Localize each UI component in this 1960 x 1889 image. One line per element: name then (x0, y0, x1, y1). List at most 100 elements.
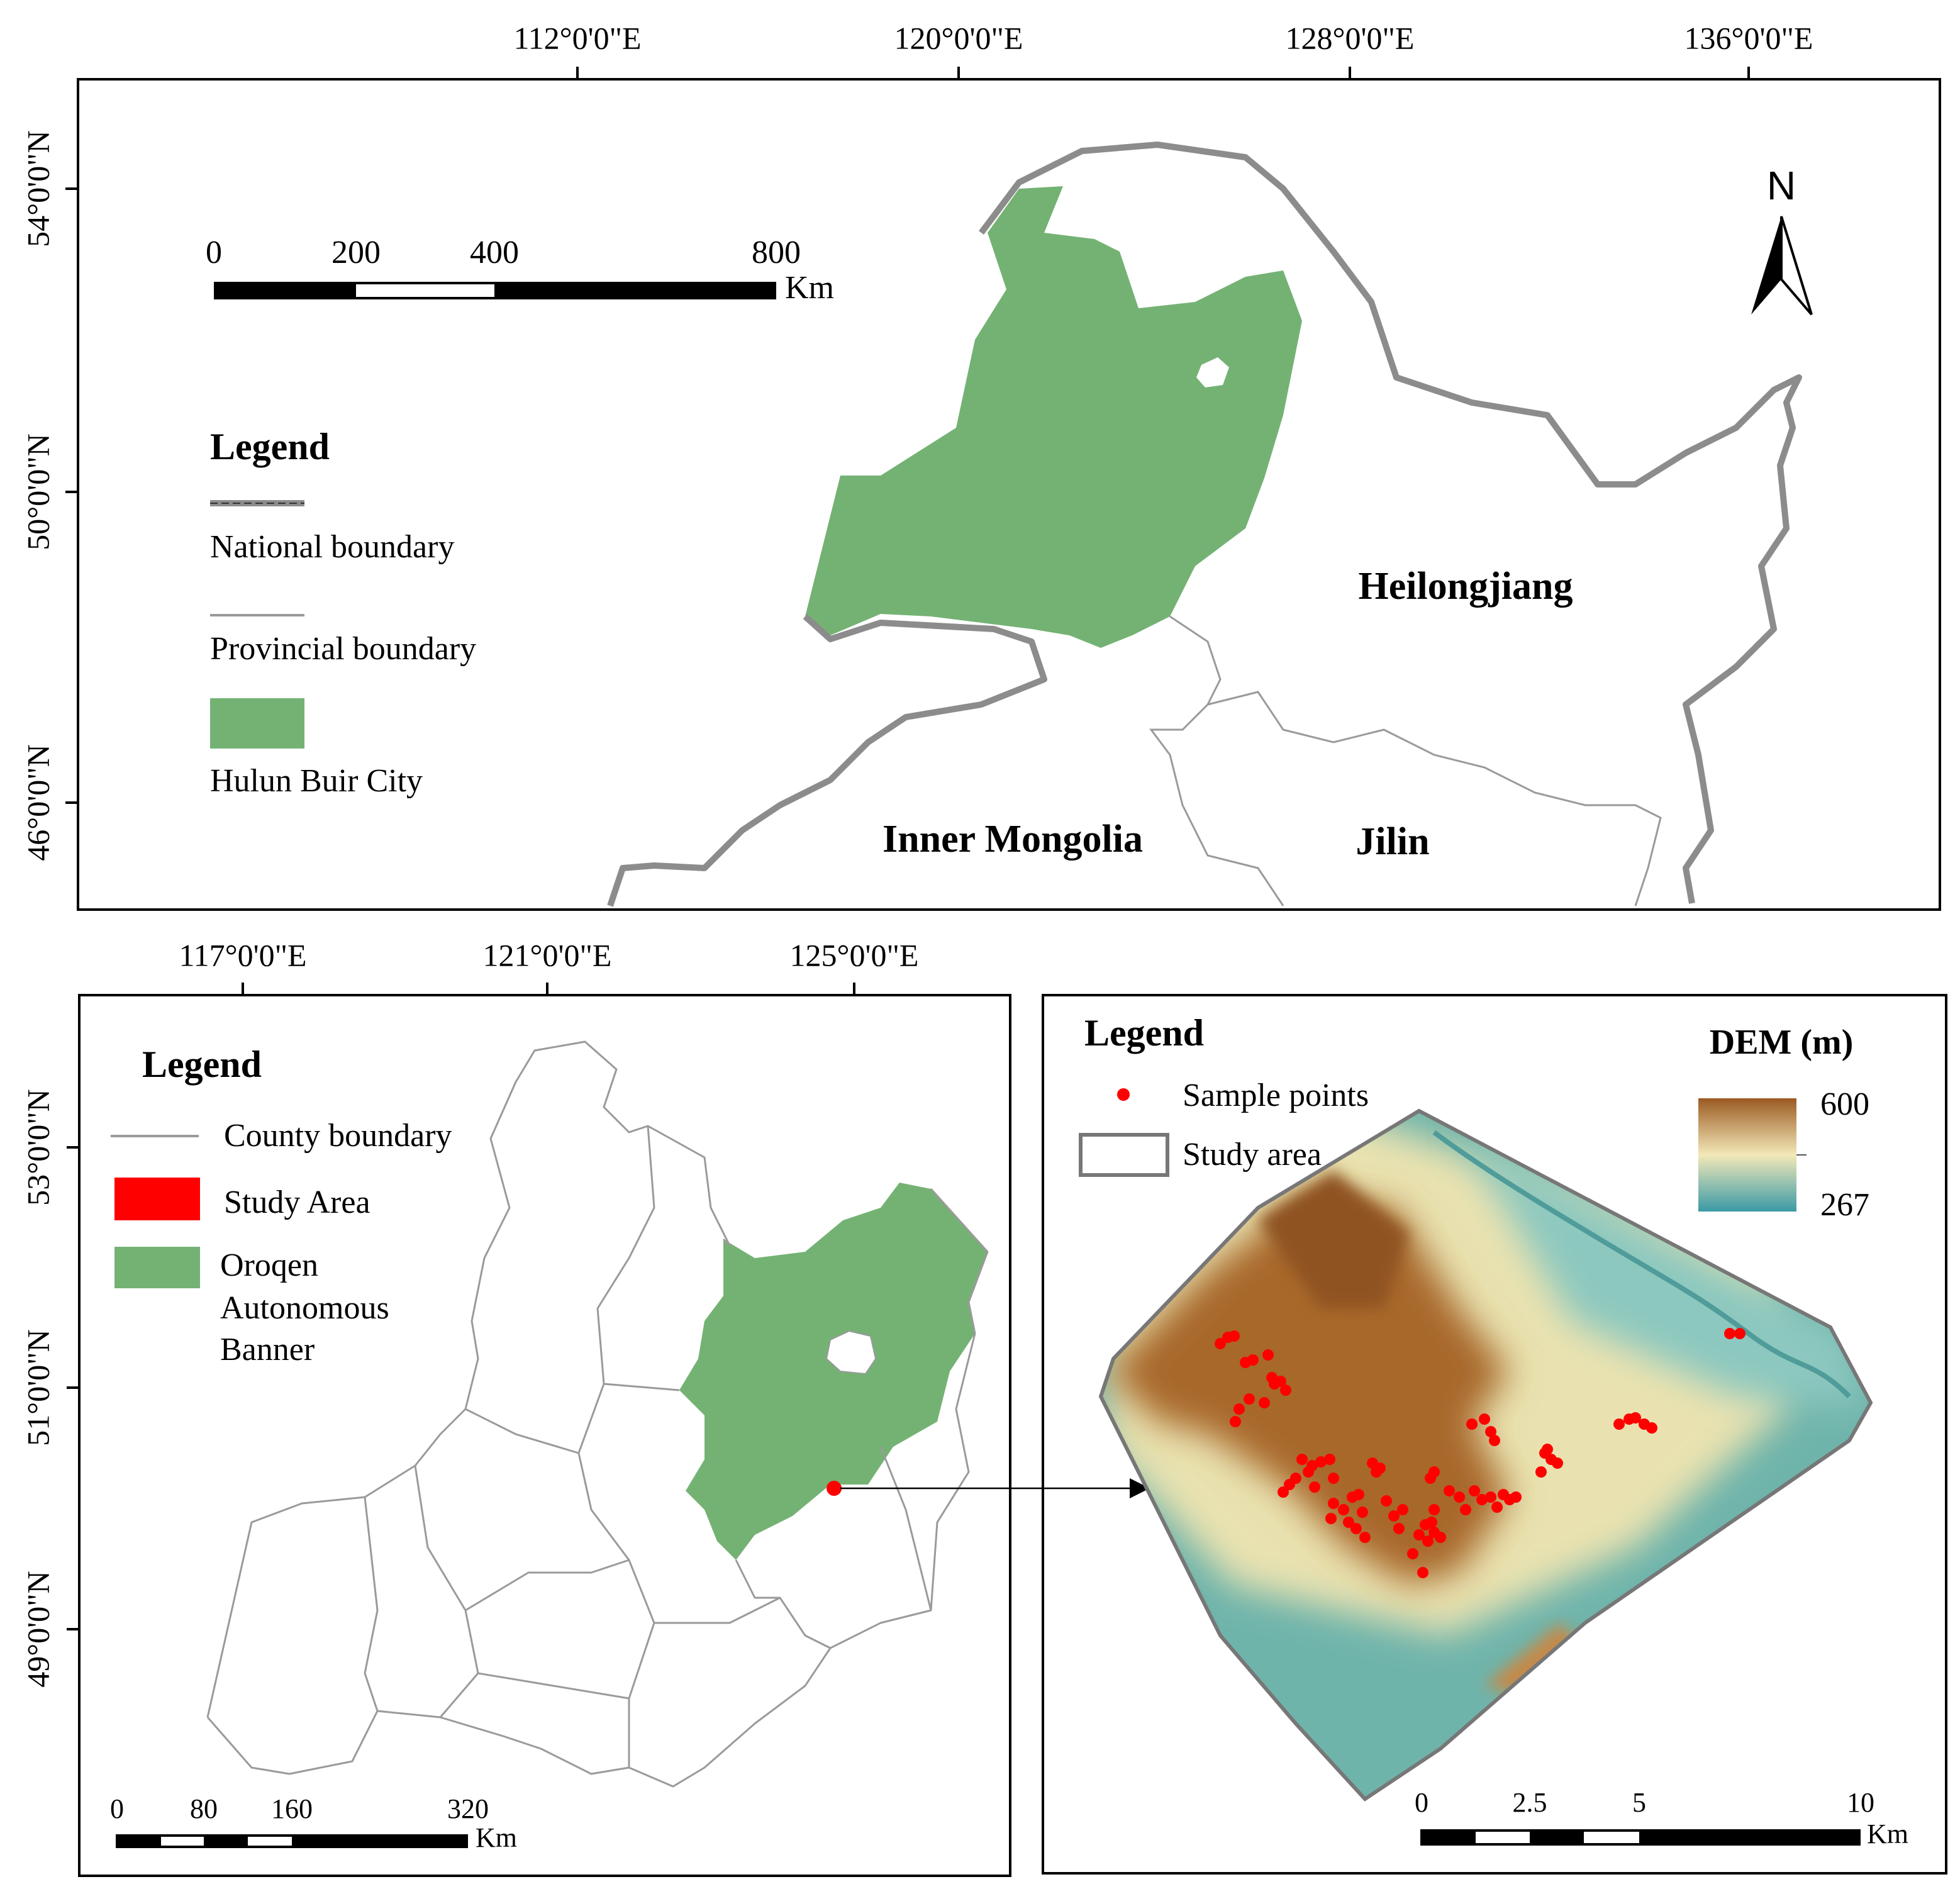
scale-bar-segment (1476, 1832, 1530, 1843)
hole (825, 1330, 877, 1375)
sample-point (1381, 1495, 1392, 1507)
sample-point (1413, 1529, 1425, 1541)
sample-point (1466, 1418, 1478, 1430)
dem-max: 600 (1820, 1086, 1869, 1122)
scale-bar-segment (248, 1837, 292, 1846)
legend-item: Sample points (1183, 1078, 1369, 1113)
map-frame (77, 78, 1941, 911)
sample-points (1215, 1328, 1746, 1578)
sample-point (1284, 1479, 1295, 1490)
lon-label: 136°0'0"E (1684, 20, 1813, 55)
dem-peak (1258, 1170, 1409, 1308)
sample-point (1328, 1498, 1339, 1509)
sample-point (1325, 1513, 1337, 1524)
sample-point (1393, 1523, 1405, 1534)
legend-item: Oroqen (220, 1247, 318, 1283)
legend-item: Provincial boundary (210, 631, 476, 667)
scale-label: 200 (331, 235, 381, 270)
scale-label: 800 (752, 235, 801, 270)
scale-unit: Km (785, 270, 834, 306)
sample-point (1296, 1454, 1308, 1465)
sample-point (1425, 1473, 1436, 1484)
sample-point (1324, 1454, 1335, 1465)
study-area-marker (827, 1481, 842, 1496)
sample-point (1479, 1413, 1490, 1425)
sample-point (1469, 1485, 1480, 1496)
legend-symbol (1079, 1133, 1169, 1177)
sample-point (1259, 1397, 1270, 1408)
legend-item: County boundary (224, 1118, 452, 1154)
hulun-buir-area (805, 186, 1302, 648)
legend-symbol (114, 1178, 200, 1220)
sample-point (1489, 1435, 1500, 1446)
sample-point (1476, 1494, 1488, 1505)
scale-label: 400 (470, 235, 519, 270)
legend-title: Legend (142, 1044, 262, 1085)
lat-label: 50°0'0"N (20, 433, 55, 550)
hole (1196, 357, 1229, 387)
sample-point (1613, 1418, 1625, 1430)
sample-point (1280, 1385, 1291, 1396)
legend-item: Hulun Buir City (210, 763, 423, 799)
sample-point (1309, 1481, 1320, 1493)
sample-point (1262, 1349, 1274, 1361)
sample-point (1359, 1532, 1371, 1543)
sample-point (1357, 1507, 1368, 1518)
sample-point (1422, 1535, 1434, 1547)
scale-bar-segment (161, 1837, 204, 1846)
sample-point (1724, 1328, 1735, 1339)
scale-label: 10 (1847, 1787, 1874, 1818)
top-map: 112°0'0"E 120°0'0"E 128°0'0"E 136°0'0"E … (20, 20, 1941, 911)
legend-item: Study area (1183, 1137, 1322, 1173)
dem-ridge (1484, 1623, 1585, 1698)
lon-label: 120°0'0"E (894, 20, 1023, 55)
sample-point (1646, 1422, 1657, 1434)
sample-point (1510, 1491, 1522, 1503)
north-arrow (1780, 216, 1813, 316)
sample-point (1350, 1523, 1362, 1534)
sample-point (1407, 1548, 1418, 1559)
legend-title: Legend (210, 426, 330, 467)
legend-item: Autonomous (220, 1290, 389, 1326)
sample-point (1315, 1456, 1327, 1468)
sample-point (1460, 1504, 1471, 1515)
sample-point (1542, 1444, 1553, 1455)
legend-item: National boundary (210, 529, 454, 565)
region-label: Jilin (1356, 820, 1429, 863)
study-area-map: Legend Sample points Study area DEM (m) … (1042, 994, 1947, 1875)
sample-point (1215, 1338, 1226, 1349)
provincial-boundary (1149, 615, 1662, 906)
sample-point (1420, 1519, 1431, 1530)
dem-ridge (1107, 1195, 1510, 1585)
sample-point (1388, 1510, 1400, 1522)
sample-point (1233, 1403, 1245, 1415)
dem-title: DEM (m) (1710, 1023, 1854, 1062)
legend-title: Legend (1084, 1012, 1204, 1054)
map-frame (78, 994, 1011, 1877)
sample-point (1303, 1466, 1314, 1478)
dem-min: 267 (1820, 1187, 1869, 1223)
north-arrow (1751, 216, 1781, 315)
sample-point (1734, 1328, 1746, 1339)
sample-point (1353, 1489, 1364, 1500)
lon-label: 128°0'0"E (1286, 20, 1415, 55)
sample-point (1454, 1491, 1465, 1503)
lat-label: 53°0'0"N (20, 1089, 55, 1206)
sample-point (1328, 1473, 1339, 1484)
scale-label: 160 (271, 1793, 313, 1824)
sample-point (1485, 1426, 1496, 1437)
lat-label: 49°0'0"N (20, 1571, 55, 1688)
sample-point (1230, 1416, 1241, 1427)
scale-unit: Km (476, 1822, 517, 1853)
scale-label: 80 (190, 1793, 218, 1824)
study-area-boundary (1098, 1108, 1873, 1802)
legend-symbol (1117, 1088, 1130, 1101)
lat-label: 51°0'0"N (20, 1329, 55, 1446)
scale-bar-segment (1584, 1832, 1639, 1843)
lon-label: 112°0'0"E (513, 20, 641, 55)
lat-label: 54°0'0"N (20, 130, 55, 247)
sample-point (1371, 1466, 1382, 1478)
sample-point (1428, 1504, 1440, 1515)
